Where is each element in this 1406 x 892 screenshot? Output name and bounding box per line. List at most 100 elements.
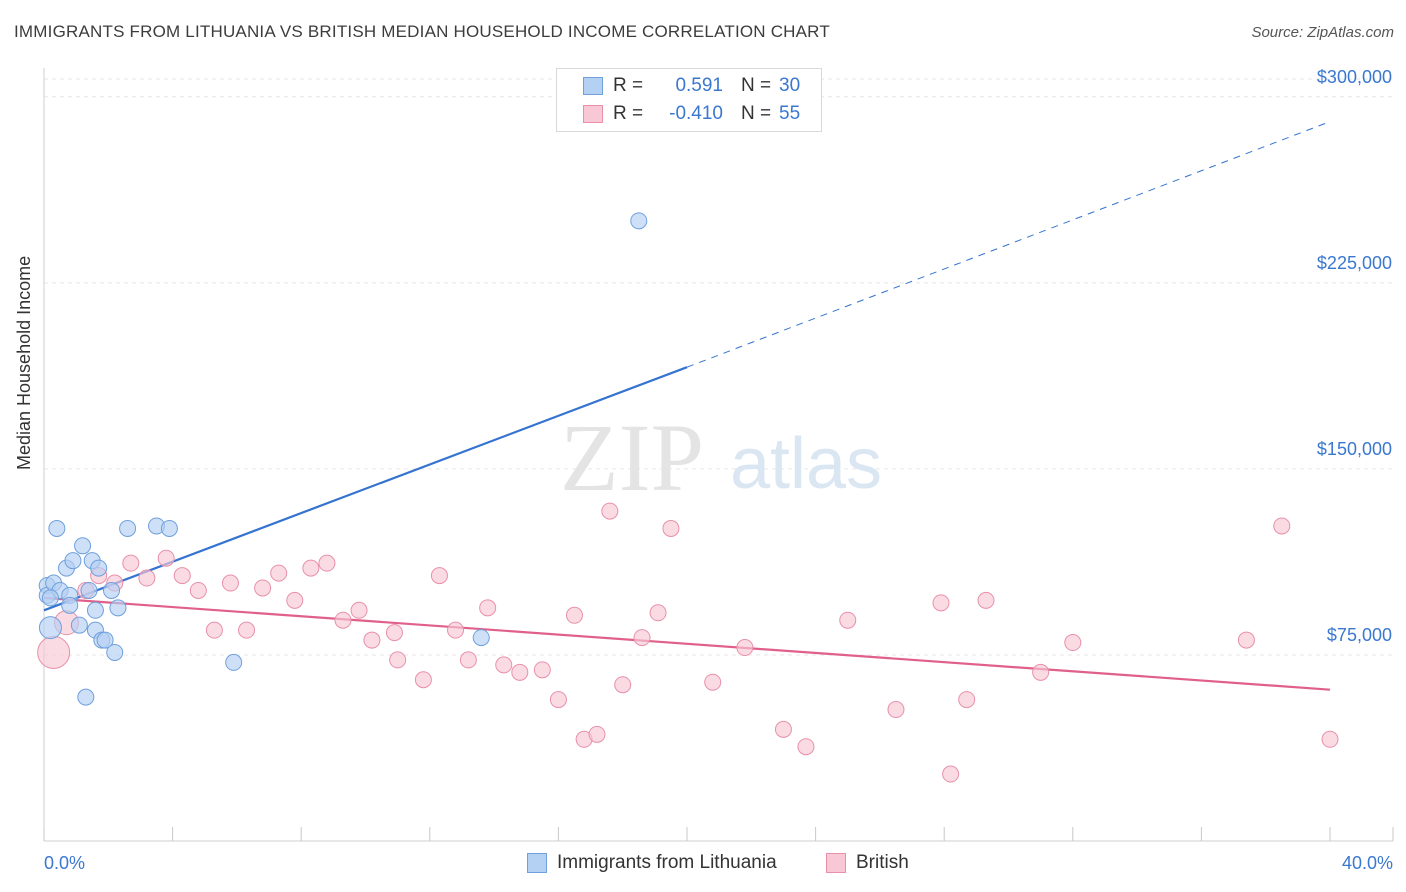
- point-british: [414, 671, 432, 689]
- legend-swatch-british: [583, 105, 603, 123]
- point-lithuania: [109, 599, 127, 617]
- y-tick-label: $225,000: [1317, 253, 1392, 273]
- point-british: [350, 601, 368, 619]
- point-british: [942, 765, 960, 783]
- watermark-zip: ZIP: [560, 404, 704, 511]
- legend-n-value: 55: [779, 103, 801, 124]
- legend-row-british: R = -0.410 N = 55: [557, 101, 800, 127]
- axes: [43, 68, 1394, 842]
- point-british: [1064, 634, 1082, 652]
- point-british: [601, 502, 619, 520]
- point-british: [122, 554, 140, 572]
- point-british: [1237, 631, 1255, 649]
- point-british: [511, 663, 529, 681]
- point-british: [37, 635, 71, 669]
- point-british: [633, 629, 651, 647]
- point-lithuania: [96, 631, 114, 649]
- legend-swatch-lithuania: [583, 77, 603, 95]
- point-british: [704, 673, 722, 691]
- point-british: [797, 738, 815, 756]
- source-label: Source: ZipAtlas.com: [1251, 24, 1394, 41]
- point-british: [549, 691, 567, 709]
- series-legend-lithuania: Immigrants from Lithuania: [527, 852, 777, 874]
- point-british: [1321, 730, 1339, 748]
- point-lithuania: [119, 519, 137, 537]
- point-british: [254, 579, 272, 597]
- legend-r-value: -0.410: [669, 103, 723, 124]
- point-british: [138, 569, 156, 587]
- chart-title: IMMIGRANTS FROM LITHUANIA VS BRITISH MED…: [14, 22, 830, 41]
- point-british: [334, 611, 352, 629]
- series-label-british: British: [856, 852, 909, 873]
- watermark: ZIP atlas: [560, 404, 882, 511]
- point-lithuania: [61, 596, 79, 614]
- point-british: [459, 651, 477, 669]
- legend-row-lithuania: R = 0.591 N = 30: [557, 73, 800, 99]
- point-british: [189, 581, 207, 599]
- y-tick-labels: $75,000 $150,000 $225,000 $300,000: [1317, 67, 1392, 645]
- point-british: [238, 621, 256, 639]
- series-swatch-british: [826, 853, 846, 873]
- point-lithuania: [103, 581, 121, 599]
- y-tick-label: $75,000: [1327, 625, 1392, 645]
- data-points: [37, 212, 1339, 783]
- legend-r-label: R =: [613, 103, 644, 124]
- point-british: [157, 549, 175, 567]
- point-british: [958, 691, 976, 709]
- point-british: [495, 656, 513, 674]
- point-lithuania: [38, 616, 62, 640]
- legend-r-label: R =: [613, 75, 644, 96]
- y-tick-label: $150,000: [1317, 439, 1392, 459]
- legend-n-value: 30: [779, 75, 801, 96]
- point-british: [887, 701, 905, 719]
- point-british: [1273, 517, 1291, 535]
- point-lithuania: [160, 519, 178, 537]
- point-lithuania: [41, 589, 59, 607]
- point-british: [363, 631, 381, 649]
- point-lithuania: [64, 552, 82, 570]
- point-british: [774, 720, 792, 738]
- point-british: [286, 591, 304, 609]
- point-british: [839, 611, 857, 629]
- point-british: [932, 594, 950, 612]
- point-british: [221, 574, 239, 592]
- x-tick-label: 40.0%: [1342, 853, 1393, 873]
- series-legend-british: British: [826, 852, 909, 874]
- point-british: [649, 604, 667, 622]
- point-lithuania: [472, 629, 490, 647]
- point-british: [205, 621, 223, 639]
- point-british: [173, 567, 191, 585]
- point-lithuania: [86, 601, 104, 619]
- point-british: [430, 567, 448, 585]
- legend-n-label: N =: [741, 75, 772, 96]
- point-lithuania: [80, 581, 98, 599]
- trend-line-british: [43, 596, 1331, 691]
- point-lithuania: [70, 616, 88, 634]
- point-lithuania: [48, 519, 66, 537]
- trend-lines: [43, 121, 1331, 691]
- grid-lines: [44, 78, 1393, 656]
- point-lithuania: [225, 653, 243, 671]
- point-british: [736, 639, 754, 657]
- point-british: [977, 591, 995, 609]
- point-british: [447, 621, 465, 639]
- series-swatch-lithuania: [527, 853, 547, 873]
- series-label-lithuania: Immigrants from Lithuania: [557, 852, 777, 873]
- y-axis-title: Median Household Income: [14, 255, 34, 470]
- point-british: [588, 725, 606, 743]
- point-british: [302, 559, 320, 577]
- point-british: [533, 661, 551, 679]
- point-lithuania: [90, 559, 108, 577]
- trend-line-lithuania-extended: [686, 121, 1331, 368]
- correlation-legend: R = 0.591 N = 30 R = -0.410 N = 55: [556, 68, 822, 132]
- point-lithuania: [630, 212, 648, 230]
- point-british: [565, 606, 583, 624]
- point-lithuania: [77, 688, 95, 706]
- x-tick-labels: 0.0% 40.0%: [44, 853, 1393, 873]
- y-tick-label: $300,000: [1317, 67, 1392, 87]
- legend-r-value: 0.591: [675, 75, 723, 96]
- point-lithuania: [74, 537, 92, 555]
- point-british: [318, 554, 336, 572]
- trend-line-lithuania: [43, 366, 688, 612]
- series-legend: Immigrants from Lithuania British: [0, 852, 1406, 878]
